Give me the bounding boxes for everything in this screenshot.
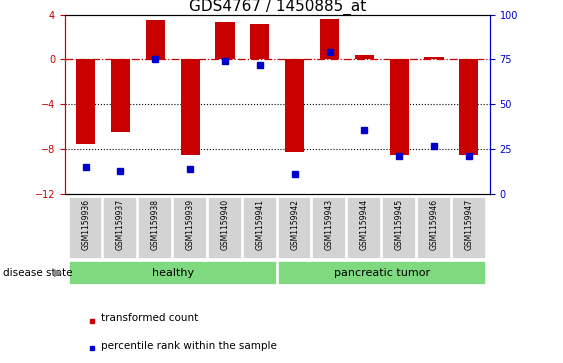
Text: ▶: ▶ — [53, 268, 62, 278]
FancyBboxPatch shape — [278, 261, 486, 285]
Bar — [216, 23, 235, 60]
FancyBboxPatch shape — [243, 197, 276, 259]
FancyBboxPatch shape — [208, 197, 242, 259]
Text: GSM1159936: GSM1159936 — [81, 199, 90, 250]
Bar — [251, 24, 270, 60]
Text: GSM1159946: GSM1159946 — [430, 199, 439, 250]
Bar — [285, 60, 304, 151]
Text: GSM1159942: GSM1159942 — [290, 199, 299, 250]
Bar — [146, 20, 165, 60]
Text: GSM1159937: GSM1159937 — [116, 199, 125, 250]
Bar — [355, 55, 374, 60]
FancyBboxPatch shape — [452, 197, 486, 259]
Text: GSM1159939: GSM1159939 — [186, 199, 195, 250]
Title: GDS4767 / 1450885_at: GDS4767 / 1450885_at — [189, 0, 366, 15]
Bar — [111, 60, 130, 132]
Text: disease state: disease state — [3, 268, 72, 278]
FancyBboxPatch shape — [312, 197, 346, 259]
FancyBboxPatch shape — [138, 197, 172, 259]
FancyBboxPatch shape — [347, 197, 381, 259]
FancyBboxPatch shape — [104, 197, 137, 259]
FancyBboxPatch shape — [69, 197, 102, 259]
Text: GSM1159943: GSM1159943 — [325, 199, 334, 250]
FancyBboxPatch shape — [417, 197, 451, 259]
FancyBboxPatch shape — [69, 261, 276, 285]
Text: GSM1159940: GSM1159940 — [221, 199, 230, 250]
Bar — [181, 60, 200, 155]
Text: GSM1159944: GSM1159944 — [360, 199, 369, 250]
Bar — [459, 60, 479, 155]
Text: GSM1159941: GSM1159941 — [256, 199, 265, 250]
FancyBboxPatch shape — [173, 197, 207, 259]
Bar — [320, 19, 339, 60]
Text: healthy: healthy — [151, 268, 194, 278]
Text: GSM1159938: GSM1159938 — [151, 199, 160, 250]
Text: pancreatic tumor: pancreatic tumor — [334, 268, 430, 278]
Bar — [390, 60, 409, 155]
Bar — [76, 60, 95, 144]
Text: transformed count: transformed count — [101, 313, 198, 323]
Bar — [425, 57, 444, 60]
Text: GSM1159945: GSM1159945 — [395, 199, 404, 250]
FancyBboxPatch shape — [382, 197, 416, 259]
Text: GSM1159947: GSM1159947 — [464, 199, 473, 250]
Text: percentile rank within the sample: percentile rank within the sample — [101, 340, 277, 351]
FancyBboxPatch shape — [278, 197, 311, 259]
